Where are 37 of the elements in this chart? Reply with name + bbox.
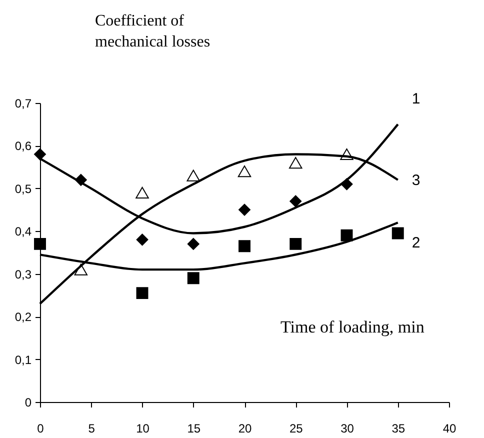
series-label: 1 [412,90,420,108]
point [289,156,302,169]
point [34,238,46,250]
y-tick-label: 0,5 [14,182,32,196]
y-tick-label: 0,6 [14,139,32,154]
point [238,240,250,252]
y-tick-label: 0 [24,396,32,410]
point [238,166,252,178]
point [34,148,46,160]
x-tick-label: 0 [37,422,44,436]
x-tick-label: 15 [187,422,201,436]
y-tick-label: 0,2 [14,310,32,324]
x-axis-title: Time of loading, min [280,318,425,336]
x-tick-label: 25 [289,422,304,436]
x-tick-label: 10 [136,422,150,436]
series-label: 2 [412,234,420,252]
x-tick-label: 35 [392,422,406,436]
y-tick-label: 0,4 [14,224,32,239]
point [238,204,250,216]
point [136,186,149,199]
point [290,238,302,250]
chart-title: Coefficient of mechanical losses [95,12,210,50]
point [290,195,302,208]
point [186,170,200,182]
y-tick-label: 0,7 [14,96,32,110]
x-tick-label: 5 [88,422,96,436]
point [187,272,200,284]
x-tick-label: 40 [442,422,456,436]
y-tick-label: 0,3 [14,267,32,282]
series-label: 3 [412,172,420,189]
x-tick-label: 30 [340,422,354,436]
point [136,234,148,246]
point [392,227,404,240]
x-tick-label: 20 [238,422,252,436]
point [136,287,148,300]
y-tick-label: 0,1 [14,352,32,367]
point [187,238,200,250]
